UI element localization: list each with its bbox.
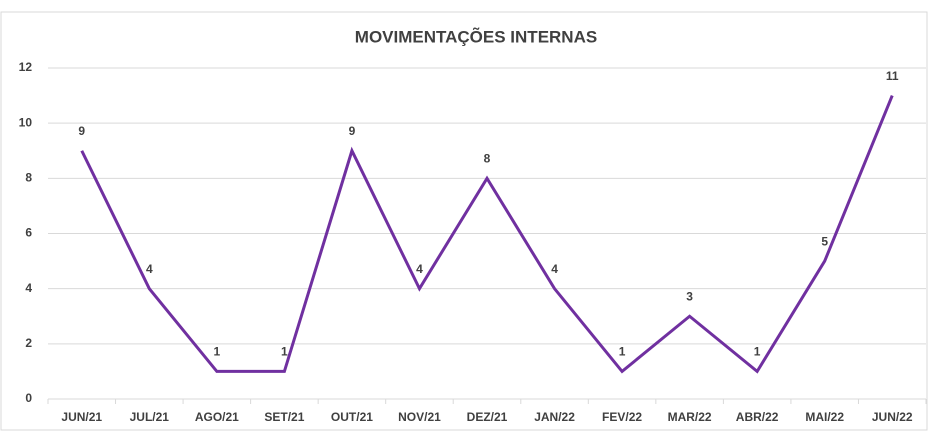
chart-frame xyxy=(0,11,928,431)
x-tick-label: JUN/21 xyxy=(61,410,102,424)
line xyxy=(80,95,894,374)
y-tick-label: 8 xyxy=(25,171,32,185)
chart-title: MOVIMENTAÇÕES INTERNAS xyxy=(355,26,597,46)
data-label: 9 xyxy=(78,124,85,138)
y-tick-label: 12 xyxy=(19,60,33,74)
data-label: 4 xyxy=(146,262,153,276)
data-label: 4 xyxy=(551,262,558,276)
x-tick-label: ABR/22 xyxy=(736,410,779,424)
x-tick-label: MAR/22 xyxy=(668,410,712,424)
data-label: 8 xyxy=(484,152,491,166)
x-tick-label: FEV/22 xyxy=(602,410,642,424)
x-tick-label: JUN/22 xyxy=(872,410,913,424)
x-tick-label: SET/21 xyxy=(264,410,304,424)
data-label: 4 xyxy=(416,262,423,276)
x-tick-label: JUL/21 xyxy=(130,410,170,424)
x-tick-label: DEZ/21 xyxy=(467,410,508,424)
y-tick-label: 6 xyxy=(25,226,32,240)
x-tick-label: NOV/21 xyxy=(398,410,441,424)
data-label: 9 xyxy=(349,124,356,138)
data-label: 1 xyxy=(281,345,288,359)
y-tick-label: 0 xyxy=(25,391,32,405)
x-tick-label: AGO/21 xyxy=(195,410,239,424)
x-tick-label: MAI/22 xyxy=(805,410,844,424)
x-tick-label: OUT/21 xyxy=(331,410,373,424)
data-label: 5 xyxy=(821,234,828,248)
y-tick-label: 2 xyxy=(25,336,32,350)
data-label: 1 xyxy=(619,345,626,359)
y-tick-label: 4 xyxy=(25,281,32,295)
data-label: 11 xyxy=(886,69,899,83)
y-tick-label: 10 xyxy=(19,115,33,129)
data-label: 1 xyxy=(754,345,761,359)
data-label: 1 xyxy=(214,345,221,359)
x-tick-label: JAN/22 xyxy=(534,410,575,424)
data-label: 3 xyxy=(686,289,693,303)
